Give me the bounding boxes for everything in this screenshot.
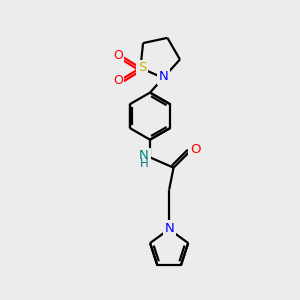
Text: N: N xyxy=(139,149,149,162)
Text: O: O xyxy=(113,74,123,87)
Text: N: N xyxy=(164,222,174,235)
Text: N: N xyxy=(158,70,168,83)
Text: O: O xyxy=(190,142,200,156)
Text: S: S xyxy=(138,61,146,74)
Text: H: H xyxy=(140,157,148,170)
Text: O: O xyxy=(113,49,123,62)
